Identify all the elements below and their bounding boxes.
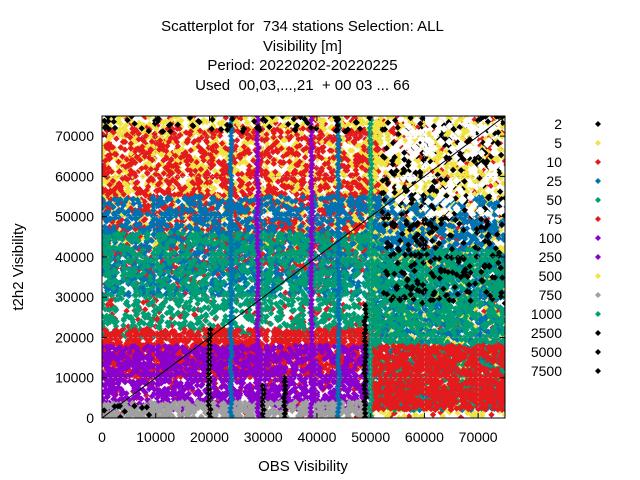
title-line-4: Used 00,03,...,21 + 00 03 ... 66 xyxy=(195,76,410,94)
point-10 xyxy=(272,119,279,127)
scatter-points xyxy=(102,116,505,418)
plot-area xyxy=(102,116,505,418)
point-10 xyxy=(222,116,229,121)
title-line-3: Period: 20220202-20220225 xyxy=(207,57,398,74)
chart-title: Scatterplot for 734 stations Selection: … xyxy=(150,17,455,95)
title-line-2: Visibility [m] xyxy=(263,37,342,55)
point-10 xyxy=(457,414,465,418)
title-line-1: Scatterplot for 734 stations Selection: … xyxy=(161,18,444,35)
